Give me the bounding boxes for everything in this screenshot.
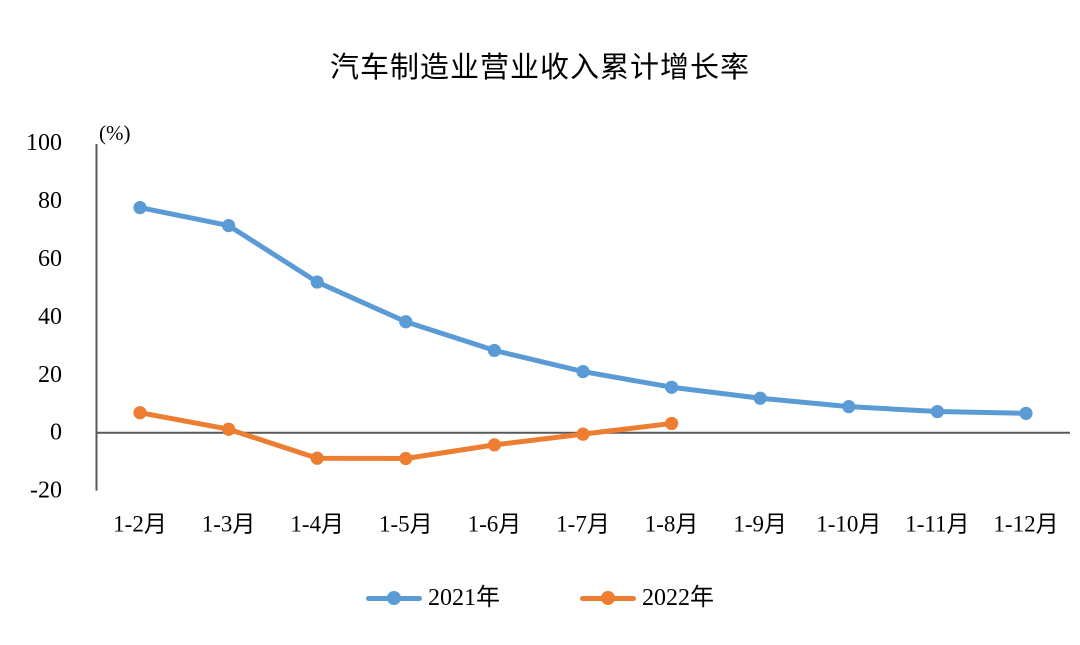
x-category-label: 1-3月 bbox=[202, 512, 256, 537]
x-category-label: 1-5月 bbox=[379, 512, 433, 537]
y-tick-label: 0 bbox=[50, 420, 62, 446]
x-category-label: 1-11月 bbox=[905, 512, 969, 537]
data-point-marker-2021年-1-10月 bbox=[842, 400, 856, 414]
data-point-marker-2021年-1-8月 bbox=[665, 380, 679, 394]
data-point-marker-2021年-1-4月 bbox=[310, 275, 324, 289]
data-point-marker-2021年-1-7月 bbox=[576, 364, 590, 379]
legend-dot-icon bbox=[387, 591, 401, 605]
data-point-marker-2022年-1-5月 bbox=[399, 451, 413, 466]
x-category-label: 1-10月 bbox=[816, 512, 881, 537]
data-point-marker-2022年-1-7月 bbox=[576, 427, 590, 441]
series-line-2021年 bbox=[137, 205, 1029, 416]
legend-line-marker-icon bbox=[580, 591, 636, 605]
y-axis-unit-label: (%) bbox=[99, 121, 131, 145]
y-tick-label: 40 bbox=[38, 304, 62, 330]
legend-dot-icon bbox=[601, 591, 615, 605]
data-point-marker-2022年-1-3月 bbox=[222, 422, 236, 436]
legend: 2021年 2022年 bbox=[0, 586, 1080, 610]
legend-label: 2022年 bbox=[642, 585, 714, 611]
y-tick-label: -20 bbox=[30, 478, 62, 504]
data-point-marker-2021年-1-11月 bbox=[930, 404, 945, 419]
legend-item-2021: 2021年 bbox=[366, 586, 500, 610]
y-tick-label: 20 bbox=[38, 362, 62, 388]
series-line-2022年 bbox=[137, 410, 675, 461]
data-point-marker-2021年-1-9月 bbox=[753, 391, 767, 405]
x-category-label: 1-8月 bbox=[645, 512, 699, 537]
legend-line-marker-icon bbox=[366, 591, 422, 605]
data-point-marker-2022年-1-2月 bbox=[133, 406, 147, 420]
data-point-marker-2021年-1-12月 bbox=[1019, 406, 1033, 420]
data-point-marker-2021年-1-6月 bbox=[487, 343, 501, 358]
x-category-label: 1-6月 bbox=[468, 512, 522, 537]
data-point-marker-2021年-1-5月 bbox=[399, 315, 413, 329]
x-category-label: 1-4月 bbox=[290, 512, 344, 537]
y-tick-label: 80 bbox=[38, 188, 62, 214]
y-tick-label: 100 bbox=[26, 130, 62, 156]
data-point-marker-2022年-1-8月 bbox=[665, 416, 679, 431]
y-tick-label: 60 bbox=[38, 246, 62, 272]
chart-title: 汽车制造业营业收入累计增长率 bbox=[329, 52, 750, 84]
x-category-label: 1-9月 bbox=[733, 512, 787, 537]
x-category-label: 1-2月 bbox=[113, 512, 167, 537]
data-point-marker-2021年-1-2月 bbox=[133, 201, 147, 215]
x-category-label: 1-7月 bbox=[556, 512, 610, 537]
legend-item-2022: 2022年 bbox=[580, 586, 714, 610]
data-point-marker-2022年-1-6月 bbox=[487, 438, 501, 452]
data-point-marker-2022年-1-4月 bbox=[310, 451, 324, 465]
data-point-marker-2021年-1-3月 bbox=[222, 218, 236, 233]
x-category-label: 1-12月 bbox=[993, 512, 1058, 537]
legend-label: 2021年 bbox=[428, 585, 500, 611]
